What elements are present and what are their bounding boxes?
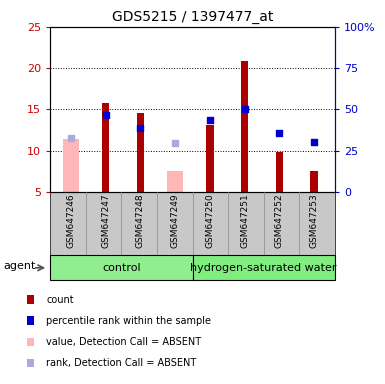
Bar: [102, 103, 109, 192]
Bar: [137, 113, 144, 192]
Bar: [276, 152, 283, 192]
Title: GDS5215 / 1397477_at: GDS5215 / 1397477_at: [112, 10, 273, 25]
Point: [68, 135, 74, 141]
Bar: [241, 61, 248, 192]
Point: [207, 117, 213, 123]
Bar: [63, 139, 79, 192]
Text: rank, Detection Call = ABSENT: rank, Detection Call = ABSENT: [46, 358, 196, 368]
Bar: [206, 125, 214, 192]
Text: percentile rank within the sample: percentile rank within the sample: [46, 316, 211, 326]
Text: count: count: [46, 295, 74, 305]
Text: agent: agent: [4, 261, 36, 271]
Point: [137, 124, 144, 131]
Point: [241, 106, 248, 113]
Text: value, Detection Call = ABSENT: value, Detection Call = ABSENT: [46, 337, 201, 347]
Point: [102, 112, 109, 118]
Text: control: control: [102, 263, 141, 273]
Text: hydrogen-saturated water: hydrogen-saturated water: [191, 263, 337, 273]
Point: [276, 129, 283, 136]
Bar: [167, 170, 183, 192]
Point: [172, 140, 178, 146]
Point: [311, 139, 317, 146]
Bar: [310, 171, 318, 192]
